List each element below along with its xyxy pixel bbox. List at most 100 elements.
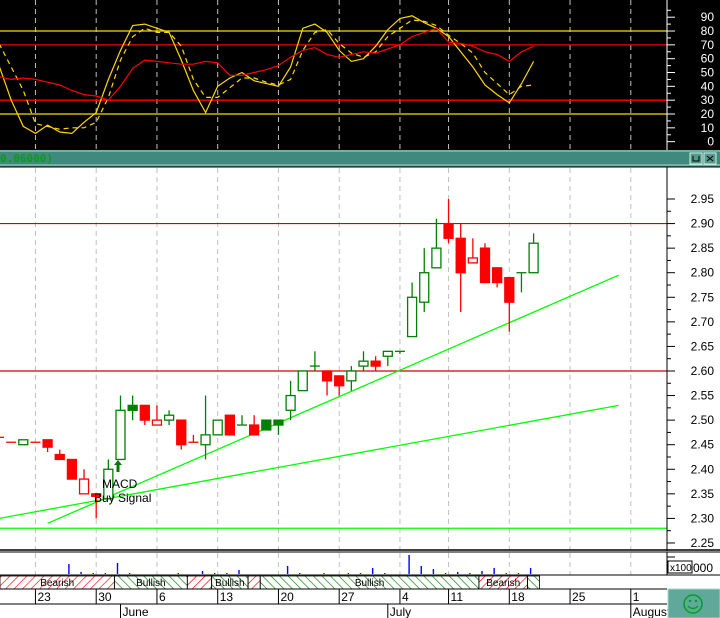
candle [200, 395, 211, 460]
candle [103, 459, 114, 500]
sentiment-label: Bearish [486, 578, 520, 589]
volume-unit-box [667, 560, 693, 574]
date-label: 11 [451, 590, 464, 604]
price-tick-label: 2.70 [691, 315, 715, 329]
oscillator-tick-label: 0 [707, 135, 714, 149]
candle-body [406, 296, 418, 338]
candle [285, 380, 296, 421]
date-label: 20 [280, 590, 294, 604]
sentiment-label: Bullish [215, 578, 244, 589]
restore-button[interactable] [689, 152, 703, 165]
volume-grid [34, 553, 632, 575]
candle-body [419, 272, 430, 303]
candle [42, 439, 53, 453]
candle [212, 419, 223, 436]
volume-bars [68, 555, 532, 574]
candle-body [18, 439, 29, 446]
up-arrow-icon [114, 460, 122, 472]
volume-unit-suffix: 000 [693, 561, 713, 575]
candlesticks [0, 199, 539, 519]
price-panel [0, 168, 720, 550]
candle-body [54, 453, 65, 461]
candle-body [491, 267, 503, 284]
candle-body [151, 419, 163, 426]
sentiment-segment-bearish [247, 575, 261, 590]
candle-body [443, 222, 454, 239]
candle [18, 439, 29, 446]
candle [528, 233, 539, 274]
price-tick-label: 2.85 [691, 241, 715, 255]
candle [297, 370, 308, 392]
oscillator-panel [0, 0, 720, 150]
sentiment-band: Bearish Bullish Bullish Bullish Bearish [0, 575, 540, 590]
date-label: 27 [341, 590, 355, 604]
candle [188, 434, 199, 443]
macd-label: MACD [102, 477, 138, 491]
candle [382, 350, 393, 367]
close-panel-button[interactable] [703, 152, 717, 165]
restore-button-frame[interactable] [689, 152, 703, 165]
candle-body [358, 360, 369, 367]
candle-body [479, 247, 491, 284]
candle [370, 356, 381, 371]
date-label: 30 [98, 590, 112, 604]
price-tick-label: 2.65 [691, 339, 715, 353]
candle-body [431, 247, 442, 269]
trendlines [0, 274, 619, 524]
oscillator-line-solid [0, 15, 535, 135]
candle-body [212, 419, 223, 436]
candle-body [467, 257, 479, 264]
oscillator-tick-label: 30 [701, 93, 715, 107]
candle-body [200, 434, 211, 446]
candle [273, 419, 284, 435]
candle [467, 238, 479, 264]
date-label: 23 [37, 590, 51, 604]
candle-body [285, 394, 296, 411]
price-tick-label: 2.40 [691, 462, 715, 476]
candle [479, 243, 491, 284]
candle-body [163, 414, 175, 421]
oscillator-tick-label: 80 [701, 24, 715, 38]
oscillator-tick-label: 10 [701, 121, 715, 135]
candle-body [504, 276, 515, 303]
candle [237, 415, 247, 426]
candle [78, 469, 90, 495]
price-tick-label: 2.80 [691, 266, 715, 280]
candle [431, 218, 442, 269]
header-title: 0.06000) [0, 152, 53, 165]
date-label: 6 [159, 590, 166, 604]
candle-body [66, 458, 78, 480]
candle-body [273, 419, 284, 426]
candle-body [224, 414, 236, 436]
candle [406, 282, 418, 338]
candle [455, 223, 466, 313]
candle [491, 267, 503, 288]
price-tick-label: 2.35 [691, 487, 715, 501]
candle [358, 351, 369, 371]
candle-body [127, 404, 138, 411]
sentiment-label: Bearish [40, 578, 74, 589]
candle [443, 199, 454, 244]
oscillator-grid [34, 0, 632, 150]
month-label: June [123, 605, 149, 618]
oscillator-line-solid [0, 27, 534, 101]
oscillator-tick-label: 60 [701, 52, 715, 66]
price-tick-label: 2.30 [691, 511, 715, 525]
candle-body [78, 478, 90, 495]
price-tick-label: 2.75 [691, 290, 715, 304]
candle [309, 351, 320, 371]
sentiment-segment-bullish [527, 575, 540, 590]
candle-body [370, 360, 381, 367]
smiley-icon [683, 594, 703, 614]
candle-body [176, 419, 187, 446]
candle-body [248, 424, 260, 436]
candle [115, 395, 126, 461]
status-button[interactable] [667, 588, 720, 618]
price-tick-label: 2.90 [691, 217, 715, 231]
candle-body [346, 370, 357, 382]
date-label: 1 [633, 590, 640, 604]
candle [176, 419, 187, 450]
buy-signal-label: Buy Signal [94, 491, 151, 505]
